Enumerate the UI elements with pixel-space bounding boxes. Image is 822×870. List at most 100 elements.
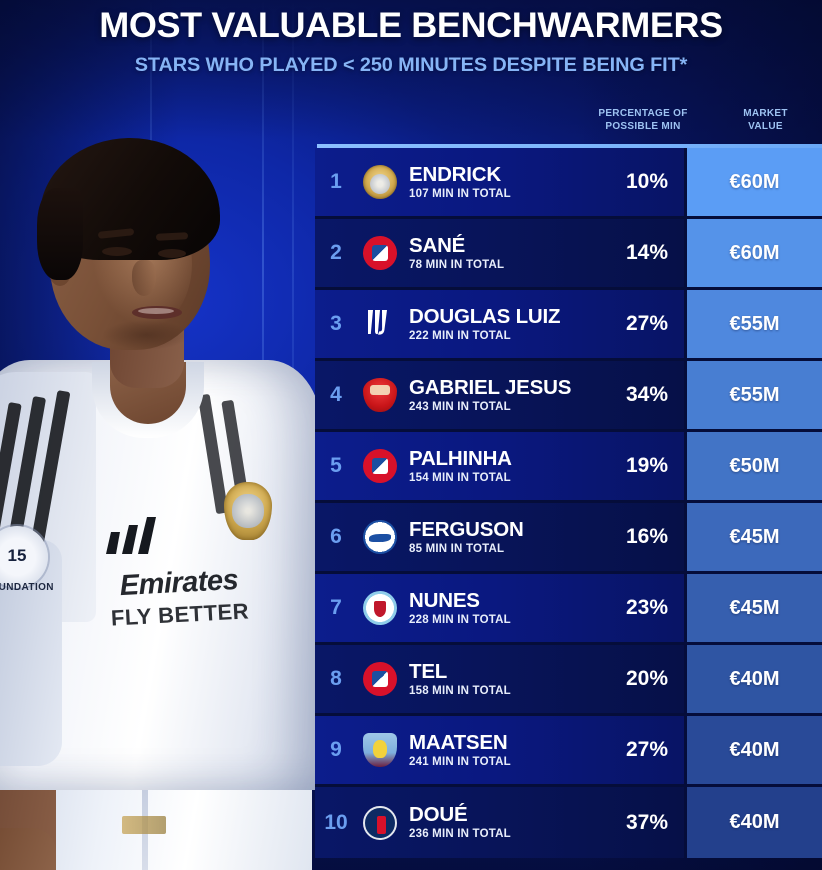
rank-number: 8 <box>315 667 357 691</box>
percentage-value: 23% <box>576 596 684 620</box>
real-madrid-crest-inner-icon <box>232 494 264 528</box>
fcb-crest-icon <box>363 236 397 270</box>
column-header-value-line1: MARKET <box>743 108 788 119</box>
rank-number: 2 <box>315 241 357 265</box>
player-minutes: 158 MIN IN TOTAL <box>409 683 576 699</box>
column-header-percentage-line1: PERCENTAGE OF <box>598 108 687 119</box>
table-row: 10 DOUÉ236 MIN IN TOTAL37%€40M <box>315 787 822 858</box>
player-info: DOUÉ236 MIN IN TOTAL <box>403 803 576 842</box>
mci-crest-icon <box>363 591 397 625</box>
table-row: 9 MAATSEN241 MIN IN TOTAL27%€40M <box>315 716 822 787</box>
table-row: 8 TEL158 MIN IN TOTAL20%€40M <box>315 645 822 716</box>
club-badge <box>357 165 403 199</box>
market-value: €40M <box>684 787 822 858</box>
rank-number: 9 <box>315 738 357 762</box>
psg-crest-icon <box>363 806 397 840</box>
player-name: FERGUSON <box>409 518 576 541</box>
rank-number: 4 <box>315 383 357 407</box>
club-badge <box>357 307 403 341</box>
percentage-value: 27% <box>576 738 684 762</box>
player-name: TEL <box>409 660 576 683</box>
player-minutes: 243 MIN IN TOTAL <box>409 399 576 415</box>
player-minutes: 85 MIN IN TOTAL <box>409 541 576 557</box>
player-minutes: 228 MIN IN TOTAL <box>409 612 576 628</box>
percentage-value: 16% <box>576 525 684 549</box>
club-badge <box>357 378 403 412</box>
market-value: €55M <box>684 290 822 358</box>
percentage-value: 20% <box>576 667 684 691</box>
club-badge <box>357 662 403 696</box>
percentage-value: 19% <box>576 454 684 478</box>
player-info: ENDRICK107 MIN IN TOTAL <box>403 163 576 202</box>
player-info: GABRIEL JESUS243 MIN IN TOTAL <box>403 376 576 415</box>
percentage-value: 34% <box>576 383 684 407</box>
player-minutes: 107 MIN IN TOTAL <box>409 186 576 202</box>
player-name: MAATSEN <box>409 731 576 754</box>
fcb-crest-icon <box>363 662 397 696</box>
bha-crest-icon <box>363 520 397 554</box>
player-minutes: 154 MIN IN TOTAL <box>409 470 576 486</box>
row-main: 7NUNES228 MIN IN TOTAL23% <box>315 574 684 642</box>
ars-crest-icon <box>363 378 397 412</box>
column-header-percentage: PERCENTAGE OF POSSIBLE MIN <box>583 108 703 133</box>
foundation-badge-text: FOUNDATION <box>0 582 54 600</box>
player-info: PALHINHA154 MIN IN TOTAL <box>403 447 576 486</box>
page-subtitle: STARS WHO PLAYED < 250 MINUTES DESPITE B… <box>0 43 822 76</box>
market-value: €55M <box>684 361 822 429</box>
percentage-value: 27% <box>576 312 684 336</box>
market-value: €50M <box>684 432 822 500</box>
player-name: DOUGLAS LUIZ <box>409 305 576 328</box>
market-value: €60M <box>684 148 822 216</box>
avl-crest-icon <box>363 733 397 767</box>
table-row: 7NUNES228 MIN IN TOTAL23%€45M <box>315 574 822 645</box>
table-rows: 1ENDRICK107 MIN IN TOTAL10%€60M2SANÉ78 M… <box>315 148 822 858</box>
market-value: €45M <box>684 503 822 571</box>
rank-number: 10 <box>315 811 357 835</box>
fcb-crest-icon <box>363 449 397 483</box>
club-badge <box>357 449 403 483</box>
market-value: €40M <box>684 645 822 713</box>
ranking-table: PERCENTAGE OF POSSIBLE MIN MARKET VALUE … <box>315 108 822 858</box>
player-info: MAATSEN241 MIN IN TOTAL <box>403 731 576 770</box>
row-main: 9 MAATSEN241 MIN IN TOTAL27% <box>315 716 684 784</box>
row-main: 2SANÉ78 MIN IN TOTAL14% <box>315 219 684 287</box>
row-main: 10 DOUÉ236 MIN IN TOTAL37% <box>315 787 684 858</box>
adidas-shorts-logo-icon <box>122 816 166 834</box>
adidas-logo-icon <box>104 516 160 556</box>
club-badge <box>357 733 403 767</box>
column-header-market-value: MARKET VALUE <box>713 108 818 133</box>
player-minutes: 222 MIN IN TOTAL <box>409 328 576 344</box>
table-row: 4 GABRIEL JESUS243 MIN IN TOTAL34%€55M <box>315 361 822 432</box>
page-title: MOST VALUABLE BENCHWARMERS <box>0 0 822 43</box>
rm-crest-icon <box>363 165 397 199</box>
nose <box>132 260 156 296</box>
market-value: €60M <box>684 219 822 287</box>
player-minutes: 236 MIN IN TOTAL <box>409 826 576 842</box>
hand <box>0 828 56 870</box>
row-main: 6 FERGUSON85 MIN IN TOTAL16% <box>315 503 684 571</box>
juv-crest-icon <box>363 307 397 341</box>
rank-number: 3 <box>315 312 357 336</box>
eye <box>158 249 186 258</box>
table-row: 3 DOUGLAS LUIZ222 MIN IN TOTAL27%€55M <box>315 290 822 361</box>
player-info: SANÉ78 MIN IN TOTAL <box>403 234 576 273</box>
club-badge <box>357 236 403 270</box>
player-photo: 16 15 FOUNDATION Emirates FLY BETTER <box>0 110 322 870</box>
percentage-value: 37% <box>576 811 684 835</box>
market-value: €40M <box>684 716 822 784</box>
player-name: SANÉ <box>409 234 576 257</box>
table-row: 5 PALHINHA154 MIN IN TOTAL19%€50M <box>315 432 822 503</box>
rank-number: 7 <box>315 596 357 620</box>
row-main: 4 GABRIEL JESUS243 MIN IN TOTAL34% <box>315 361 684 429</box>
eye <box>102 247 132 256</box>
rank-number: 1 <box>315 170 357 194</box>
rank-number: 5 <box>315 454 357 478</box>
rank-number: 6 <box>315 525 357 549</box>
chin-shading <box>102 320 190 350</box>
hair-side <box>37 188 83 280</box>
row-main: 1ENDRICK107 MIN IN TOTAL10% <box>315 148 684 216</box>
club-badge <box>357 591 403 625</box>
player-name: GABRIEL JESUS <box>409 376 576 399</box>
player-name: ENDRICK <box>409 163 576 186</box>
player-info: DOUGLAS LUIZ222 MIN IN TOTAL <box>403 305 576 344</box>
